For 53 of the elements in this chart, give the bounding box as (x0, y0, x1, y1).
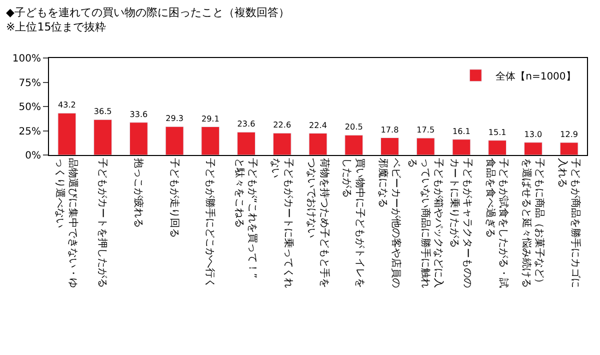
text: 33.6 (130, 110, 148, 119)
y-tick-label: 25% (18, 126, 41, 138)
text: 12.9 (560, 130, 578, 140)
bar (488, 140, 507, 155)
legend-label: 全体【n=1000】 (496, 70, 576, 82)
chart-title: ◆子どもを連れての買い物の際に困ったこと（複数回答） (6, 6, 290, 19)
text: 22.6 (273, 120, 292, 130)
x-tick-label: 子どもが勝手にどこかへ行く (204, 158, 216, 288)
x-tick-label: 子どもが走り回る (168, 158, 180, 238)
bar (416, 138, 435, 155)
x-tick-label: 荷物を持つため子どもと手をつないでおけない (305, 158, 330, 288)
bar (524, 142, 542, 155)
y-tick-label: 75% (18, 78, 41, 89)
text: 43.2 (58, 100, 76, 110)
bar (452, 139, 471, 155)
bar (165, 126, 184, 155)
y-tick-label: 50% (18, 102, 41, 113)
bar (201, 126, 220, 155)
y-tick-label: 100% (12, 54, 41, 64)
text: 23.6 (237, 120, 256, 129)
x-tick-label: 子どもが試食をしたがる・試食品を食べ過ぎる (484, 158, 510, 288)
bar (560, 142, 578, 155)
x-tick-label: 子どもがカートを押したがる (96, 158, 109, 288)
bar (237, 132, 256, 155)
text: 29.1 (201, 114, 220, 124)
text: 16.1 (452, 126, 470, 136)
text: 17.8 (380, 125, 399, 134)
bar (308, 133, 328, 155)
x-tick-label: 抱っこが疲れる (132, 158, 144, 228)
chart-subtitle: ※上位15位まで抜粋 (6, 20, 106, 34)
x-tick-label: 品物選びに集中できない・ゆっくり選べない (54, 158, 80, 288)
x-tick-label: 買い物中に子どもがトイレをしたがる (341, 158, 366, 288)
text: 15.1 (488, 128, 506, 137)
text: 13.0 (524, 130, 542, 139)
text: 20.5 (344, 122, 363, 132)
text: 29.3 (166, 114, 184, 124)
text: 36.5 (94, 107, 112, 116)
x-tick-label: 子どもがカートに乗ってくれない (269, 158, 294, 288)
x-tick-label: 子どもが商品を勝手にカゴに入れる (556, 158, 582, 288)
x-tick-label: 子どもが“これを買って！”と駄々をこねる (234, 158, 258, 278)
x-tick-label: ベビーカーが他の客や店員の邪魔になる (376, 158, 402, 288)
x-tick-label: 子どもがキャラクターもののカートに乗りたがる (448, 158, 473, 288)
text: 22.4 (309, 120, 327, 130)
y-tick-label: 0% (25, 150, 41, 162)
x-tick-label: 子どもに商品（お菓子など）を選ばせると延々悩み続ける (520, 158, 546, 288)
bar (272, 132, 292, 155)
bar (344, 134, 364, 155)
bar (58, 112, 76, 155)
bar (129, 122, 148, 155)
x-tick-label: 子どもが箱やパックなどに入っていない商品に勝手に触れる (406, 158, 444, 288)
bar (94, 119, 112, 155)
text: 17.5 (416, 126, 435, 135)
bar (380, 137, 399, 155)
